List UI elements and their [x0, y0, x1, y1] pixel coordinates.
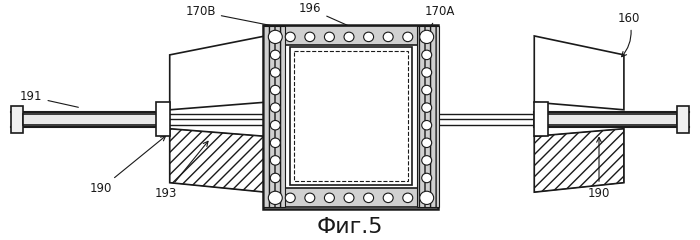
Bar — [416, 26, 439, 207]
Circle shape — [421, 138, 432, 148]
Circle shape — [270, 85, 280, 95]
Circle shape — [421, 50, 432, 60]
Text: 190: 190 — [90, 136, 166, 195]
Circle shape — [270, 120, 280, 130]
Polygon shape — [169, 36, 265, 110]
Bar — [290, 47, 412, 185]
Text: 190: 190 — [588, 138, 610, 200]
Bar — [677, 106, 689, 132]
Text: 170B: 170B — [186, 5, 283, 28]
Bar — [534, 114, 677, 125]
Circle shape — [363, 32, 374, 42]
Text: 191: 191 — [20, 90, 78, 107]
Circle shape — [286, 32, 295, 42]
Text: Фиг.5: Фиг.5 — [316, 217, 384, 237]
Bar — [270, 26, 430, 45]
Circle shape — [383, 32, 393, 42]
Bar — [23, 114, 166, 125]
Circle shape — [270, 156, 280, 165]
Circle shape — [421, 68, 432, 77]
Polygon shape — [534, 129, 624, 192]
Bar — [534, 102, 548, 136]
Text: 196: 196 — [299, 2, 347, 25]
Polygon shape — [534, 36, 624, 110]
Circle shape — [324, 193, 335, 203]
Circle shape — [270, 103, 280, 112]
Bar — [263, 26, 286, 207]
Circle shape — [421, 156, 432, 165]
Circle shape — [304, 193, 315, 203]
Circle shape — [324, 32, 335, 42]
Circle shape — [421, 85, 432, 95]
Circle shape — [270, 173, 280, 183]
Bar — [294, 51, 408, 181]
Text: 160: 160 — [617, 12, 640, 57]
Circle shape — [270, 138, 280, 148]
Circle shape — [363, 193, 374, 203]
Circle shape — [383, 193, 393, 203]
Circle shape — [421, 103, 432, 112]
Circle shape — [268, 30, 282, 43]
Circle shape — [420, 191, 434, 204]
Circle shape — [286, 193, 295, 203]
Text: 170A: 170A — [424, 5, 455, 26]
Polygon shape — [169, 129, 265, 192]
Circle shape — [344, 32, 354, 42]
Circle shape — [421, 120, 432, 130]
Bar — [11, 106, 23, 132]
Circle shape — [270, 50, 280, 60]
Circle shape — [268, 191, 282, 204]
Bar — [263, 24, 438, 209]
Bar — [156, 102, 169, 136]
Circle shape — [402, 193, 413, 203]
Circle shape — [344, 193, 354, 203]
Circle shape — [402, 32, 413, 42]
Circle shape — [270, 68, 280, 77]
Circle shape — [304, 32, 315, 42]
Text: 193: 193 — [155, 141, 208, 200]
Bar — [270, 188, 430, 207]
Circle shape — [421, 173, 432, 183]
Circle shape — [420, 30, 434, 43]
